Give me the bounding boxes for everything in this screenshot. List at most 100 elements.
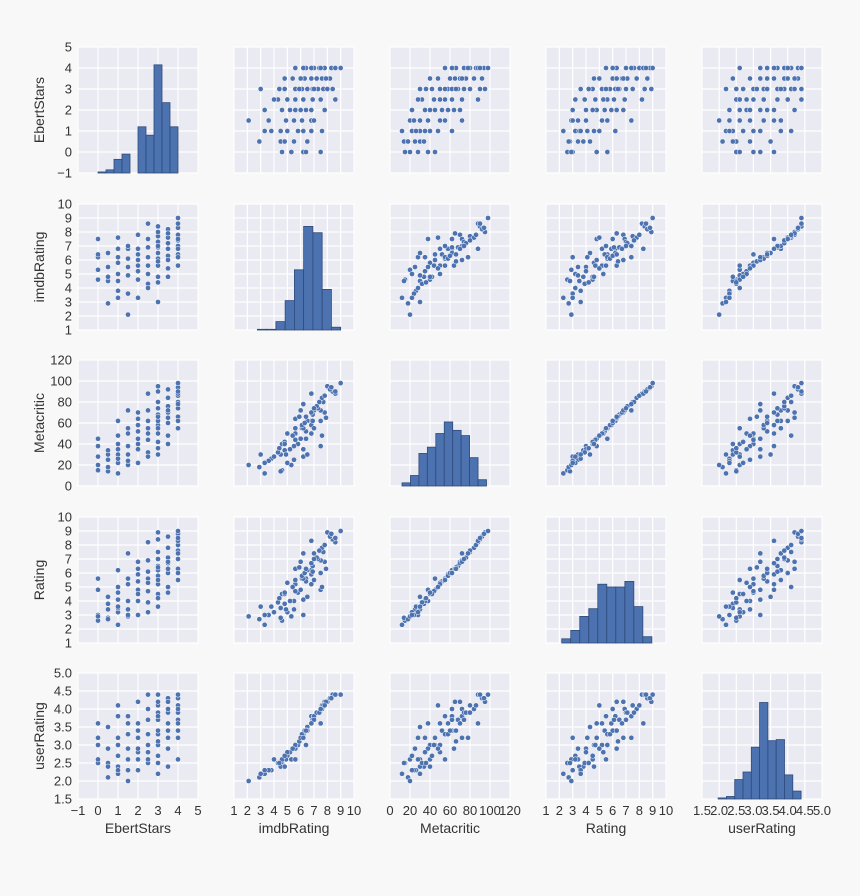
scatter-point xyxy=(569,254,576,261)
scatter-point xyxy=(587,451,593,458)
scatter-point xyxy=(311,86,317,92)
scatter-point xyxy=(621,96,628,103)
scatter-point xyxy=(716,613,722,620)
scatter-point xyxy=(577,299,584,305)
scatter-point xyxy=(155,223,161,230)
scatter-point xyxy=(750,575,757,582)
x-tick-label: 4.0 xyxy=(779,803,797,818)
scatter-point xyxy=(292,96,299,103)
scatter-point xyxy=(427,128,433,134)
scatter-point xyxy=(300,96,307,103)
scatter-point xyxy=(733,595,740,602)
scatter-point xyxy=(432,734,438,741)
scatter-point xyxy=(747,415,753,422)
x-tick-label: 9 xyxy=(649,803,656,818)
scatter-point xyxy=(125,713,131,720)
scatter-point xyxy=(592,262,599,269)
scatter-point xyxy=(583,107,589,113)
scatter-point xyxy=(788,549,794,555)
scatter-point xyxy=(560,470,567,477)
scatter-point xyxy=(636,702,643,709)
scatter-point xyxy=(628,254,635,261)
y-tick-label: 5 xyxy=(65,580,72,595)
scatter-point xyxy=(175,425,181,432)
scatter-point xyxy=(477,691,483,698)
scatter-point xyxy=(575,272,581,279)
scatter-point xyxy=(409,752,415,759)
scatter-point xyxy=(413,128,419,134)
scatter-point xyxy=(155,439,161,445)
scatter-point xyxy=(135,727,141,734)
scatter-point xyxy=(165,727,171,734)
scatter-point xyxy=(165,407,171,414)
x-tick-label: 1 xyxy=(114,803,121,818)
scatter-point xyxy=(603,262,609,269)
scatter-point xyxy=(791,409,798,416)
scatter-point xyxy=(291,606,297,613)
scatter-point xyxy=(736,107,743,113)
scatter-point xyxy=(292,425,299,432)
panel-imdbRating-vs-userRating xyxy=(701,203,823,331)
scatter-point xyxy=(421,138,427,145)
scatter-point xyxy=(145,557,151,564)
scatter-point xyxy=(628,401,635,407)
histogram-bar xyxy=(169,126,179,174)
scatter-point xyxy=(422,268,428,275)
scatter-point xyxy=(757,558,764,565)
scatter-point xyxy=(296,86,303,92)
x-tick-label: 0 xyxy=(94,803,101,818)
scatter-point xyxy=(317,418,324,424)
scatter-point xyxy=(115,713,121,720)
scatter-point xyxy=(155,603,161,610)
scatter-point xyxy=(155,299,161,305)
scatter-point xyxy=(279,149,285,155)
scatter-point xyxy=(417,770,423,777)
histogram-bar xyxy=(469,457,479,487)
scatter-point xyxy=(308,128,315,134)
scatter-point xyxy=(791,414,798,421)
panel-Metacritic-vs-imdbRating xyxy=(233,359,355,487)
scatter-point xyxy=(175,756,181,763)
scatter-point xyxy=(771,65,777,71)
scatter-point xyxy=(155,430,161,437)
y-tick-label: 60 xyxy=(58,416,72,431)
scatter-point xyxy=(289,745,296,752)
panel-imdbRating-vs-imdbRating xyxy=(233,203,355,331)
scatter-point xyxy=(175,418,181,424)
scatter-point xyxy=(165,720,171,727)
scatter-point xyxy=(643,220,649,227)
panel-Metacritic-vs-userRating xyxy=(701,359,823,487)
scatter-point xyxy=(422,254,428,261)
y-tick-label: 0 xyxy=(65,145,72,160)
scatter-point xyxy=(593,720,600,727)
scatter-point xyxy=(481,695,487,702)
scatter-point xyxy=(640,245,647,252)
x-tick-label: 7 xyxy=(622,803,629,818)
scatter-point xyxy=(284,128,291,134)
scatter-point xyxy=(442,96,448,103)
scatter-point xyxy=(757,65,764,71)
scatter-point xyxy=(750,128,757,134)
histogram-bar xyxy=(624,581,635,644)
histogram-bar xyxy=(410,475,420,487)
scatter-point xyxy=(596,128,603,134)
scatter-point xyxy=(175,245,181,252)
scatter-point xyxy=(95,462,101,468)
panel-Rating-vs-imdbRating xyxy=(233,516,355,644)
scatter-point xyxy=(575,745,581,752)
scatter-point xyxy=(569,460,576,466)
scatter-point xyxy=(611,716,617,723)
scatter-point xyxy=(442,86,448,92)
scatter-point xyxy=(319,128,325,134)
scatter-point xyxy=(432,257,438,263)
histogram-bar xyxy=(418,453,428,487)
scatter-point xyxy=(473,231,479,238)
x-tick-label: 3 xyxy=(257,803,264,818)
histogram-bar xyxy=(401,482,411,487)
scatter-point xyxy=(155,595,161,602)
scatter-point xyxy=(771,75,777,82)
scatter-point xyxy=(423,279,429,286)
scatter-point xyxy=(95,276,101,283)
scatter-point xyxy=(781,399,788,405)
scatter-point xyxy=(165,394,171,401)
